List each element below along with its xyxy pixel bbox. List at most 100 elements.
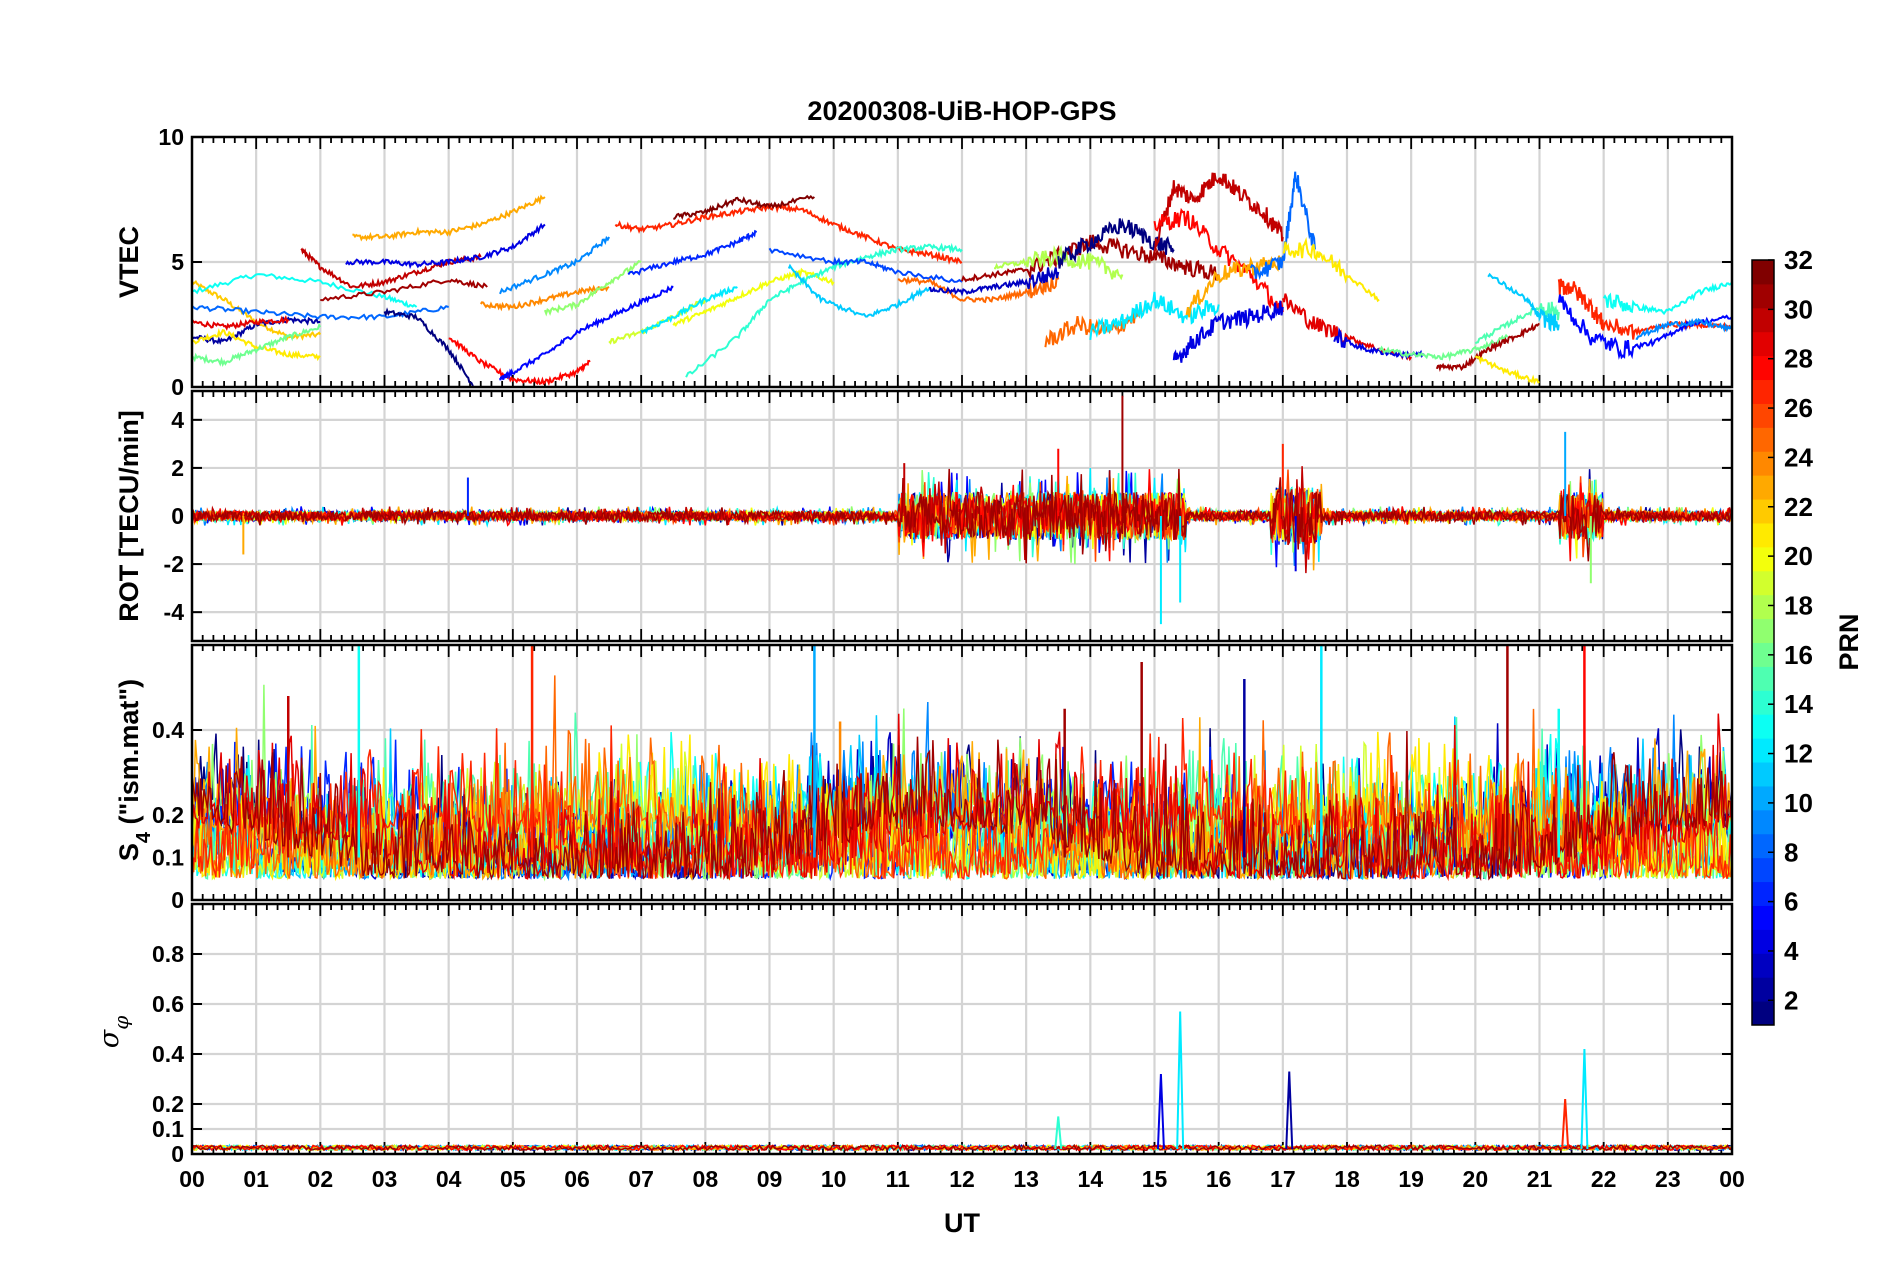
s4-ylabel-sub: 4	[133, 831, 155, 843]
vtec-series-line	[499, 285, 674, 381]
y-tick-label: 5	[171, 249, 184, 275]
vtec-series-line	[627, 229, 758, 276]
vtec-series-line	[192, 322, 322, 367]
colorbar-segment	[1752, 283, 1774, 309]
colorbar-segment	[1752, 570, 1774, 596]
vtec-series-line	[1557, 278, 1732, 340]
colorbar-tick-label: 2	[1784, 985, 1798, 1015]
colorbar-tick-label: 4	[1784, 936, 1799, 966]
colorbar-segment	[1752, 618, 1774, 643]
vtec-series-line	[768, 247, 963, 284]
y-tick-label: 0.6	[152, 991, 184, 1017]
vtec-series-line	[787, 263, 931, 318]
vtec-series-line	[1089, 291, 1220, 341]
series-group	[192, 171, 1732, 387]
colorbar-segment	[1752, 499, 1774, 524]
colorbar-segment	[1752, 642, 1774, 667]
x-tick-label: 07	[628, 1166, 654, 1192]
x-tick-label: 01	[243, 1166, 269, 1192]
colorbar-label: PRN	[1834, 613, 1864, 670]
vtec-series-line	[1057, 217, 1175, 269]
y-tick-label: 2	[171, 455, 184, 481]
vtec-series-line	[1172, 300, 1284, 363]
vtec-series-line	[1602, 281, 1732, 316]
axes-frame	[190, 135, 1734, 389]
y-tick-label: 0.1	[152, 845, 184, 871]
x-tick-label: 02	[308, 1166, 334, 1192]
sigma-ylabel-main: σ	[94, 1028, 125, 1048]
vtec-series-line	[1475, 355, 1540, 386]
colorbar-segment	[1752, 522, 1774, 548]
colorbar-segment	[1752, 451, 1774, 476]
vtec-series-line	[1153, 207, 1284, 313]
vtec-series-line	[1153, 172, 1284, 253]
colorbar-tick-label: 22	[1784, 492, 1813, 522]
vtec-ylabel: VTEC	[114, 226, 144, 298]
colorbar-segment	[1752, 594, 1774, 620]
y-tick-label: -4	[164, 599, 185, 625]
vtec-series-line	[345, 222, 546, 270]
colorbar-segment	[1752, 1001, 1774, 1026]
rot-series-line	[192, 468, 1732, 564]
vtec-series-line	[1249, 171, 1316, 281]
vtec-series-line	[1474, 301, 1560, 345]
x-tick-label: 13	[1013, 1166, 1039, 1192]
s4-ylabel-main: S	[114, 843, 144, 861]
y-tick-label: 0	[171, 1141, 184, 1167]
colorbar-frame	[1751, 259, 1775, 1026]
colorbar-tick-label: 26	[1784, 393, 1813, 423]
vtec-series-line	[499, 235, 610, 295]
y-tick-label: 0.4	[152, 717, 184, 743]
y-tick-label: 0.2	[152, 802, 184, 828]
vtec-series-line	[928, 267, 1060, 297]
vtec-series-line	[897, 273, 1060, 304]
rot-ylabel: ROT [TECU/min]	[114, 410, 144, 621]
x-tick-label: 16	[1206, 1166, 1232, 1192]
x-tick-label: 23	[1655, 1166, 1681, 1192]
colorbar-tick-label: 8	[1784, 837, 1798, 867]
x-tick-label: 10	[821, 1166, 847, 1192]
s4-series-line	[192, 730, 1732, 882]
x-tick-label: 12	[949, 1166, 975, 1192]
vtec-series-line	[1378, 333, 1509, 362]
vtec-series-line	[673, 194, 815, 220]
panel-sigma: 00.10.2 0.4 0.6 0.8	[152, 902, 1734, 1167]
x-axis-label: UT	[944, 1208, 980, 1238]
vtec-series-line	[300, 247, 482, 290]
colorbar-tick-label: 18	[1784, 590, 1813, 620]
colorbar-tick-label: 10	[1784, 788, 1813, 818]
y-tick-label: 0.1	[152, 1116, 184, 1142]
x-tick-label: 17	[1270, 1166, 1296, 1192]
series-group	[192, 395, 1732, 625]
colorbar-segment	[1752, 929, 1774, 954]
colorbar-segment	[1752, 905, 1774, 930]
vtec-series-line	[192, 328, 321, 362]
vtec-series-line	[383, 307, 475, 387]
vtec-series-line	[1282, 236, 1380, 303]
panel-vtec: 0 5 10	[158, 124, 1734, 400]
colorbar-segment	[1752, 307, 1774, 333]
vtec-series-line	[479, 284, 610, 312]
vtec-series-line	[1435, 322, 1540, 372]
colorbar-segment	[1752, 953, 1774, 978]
y-tick-label: 0.4	[152, 1041, 184, 1067]
y-tick-label: 0.2	[152, 1091, 184, 1117]
colorbar-segment	[1752, 260, 1774, 285]
x-tick-label: 20	[1463, 1166, 1489, 1192]
colorbar-segment	[1752, 379, 1774, 404]
x-tick-label: 03	[372, 1166, 398, 1192]
y-tick-label: 0	[171, 374, 184, 400]
sigma-peak	[1285, 1071, 1294, 1150]
sigma-peak	[1176, 1011, 1185, 1150]
sigma-series-line	[192, 1143, 1732, 1152]
colorbar-segment	[1752, 546, 1774, 572]
sigma-peak	[1156, 1073, 1165, 1150]
series-group	[192, 645, 1732, 882]
axes-frame	[190, 389, 1734, 643]
y-tick-label: 0	[171, 503, 184, 529]
vtec-series-line	[448, 337, 591, 386]
s4-series-line	[192, 717, 1732, 881]
